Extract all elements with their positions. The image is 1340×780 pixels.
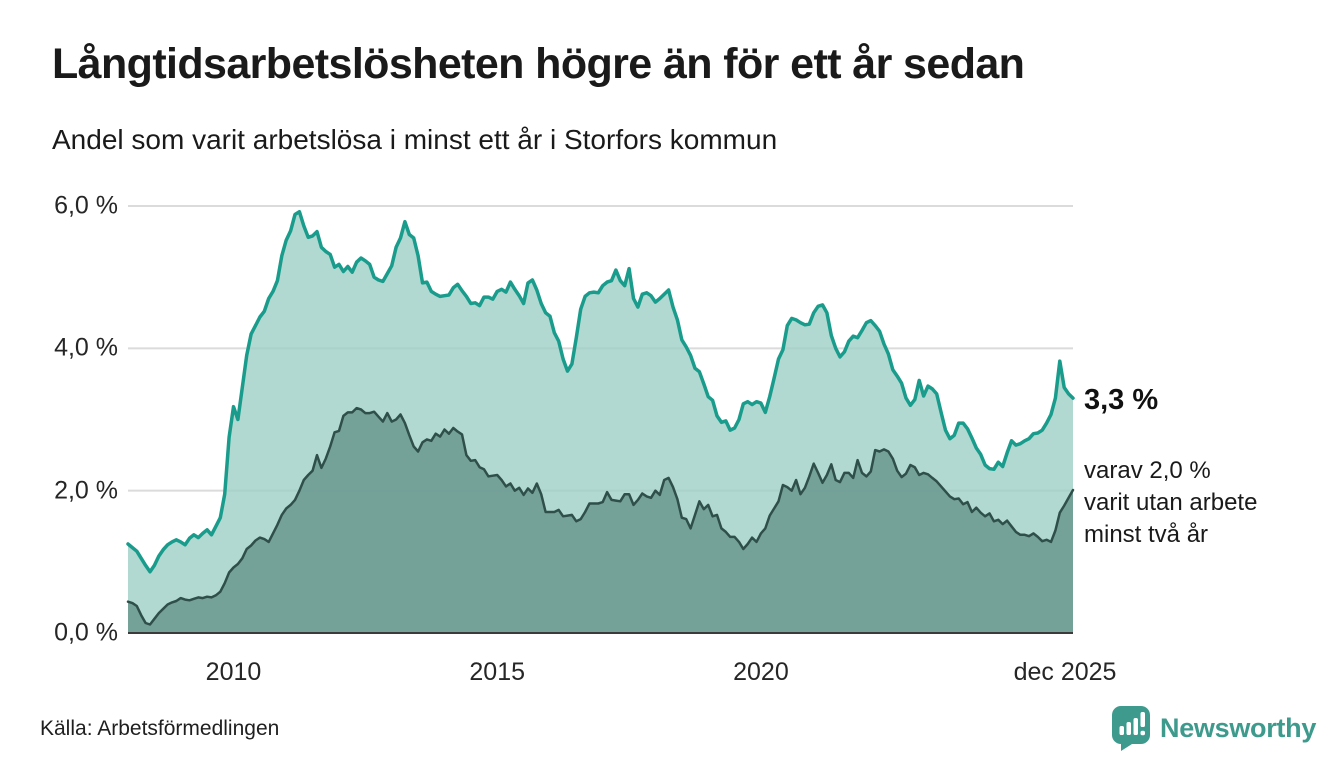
page-title: Långtidsarbetslösheten högre än för ett … [52,40,1025,88]
annotation-detail-line: minst två år [1084,521,1209,548]
x-tick-label: 2020 [733,658,789,686]
x-tick-label: 2015 [469,658,526,686]
newsworthy-logo-icon [1112,706,1150,751]
line-minst-ett-ar [126,209,1075,574]
x-tick-label: 2010 [205,658,262,686]
source-note: Källa: Arbetsförmedlingen [40,717,280,740]
line-minst-tva-ar [126,406,1075,626]
y-tick-label: 2,0 % [54,476,118,505]
annotation-detail: varav 2,0 % varit utan arbete minst två år [1084,455,1257,551]
brand-name: Newsworthy [1160,712,1317,743]
x-tick-label: dec 2025 [1013,658,1117,686]
area-minst-ett-ar [128,211,1073,633]
area-minst-tva-ar [128,408,1073,633]
y-tick-label: 4,0 % [54,333,118,362]
y-tick-label: 6,0 % [54,191,118,220]
page-subtitle: Andel som varit arbetslösa i minst ett å… [52,124,778,155]
latest-value-label: 3,3 % [1084,384,1159,416]
annotation-detail-line: varav 2,0 % [1084,457,1211,484]
brand-lockup: Newsworthy [1110,704,1316,752]
annotation-detail-line: varit utan arbete [1084,489,1258,516]
y-tick-label: 0,0 % [54,618,118,647]
